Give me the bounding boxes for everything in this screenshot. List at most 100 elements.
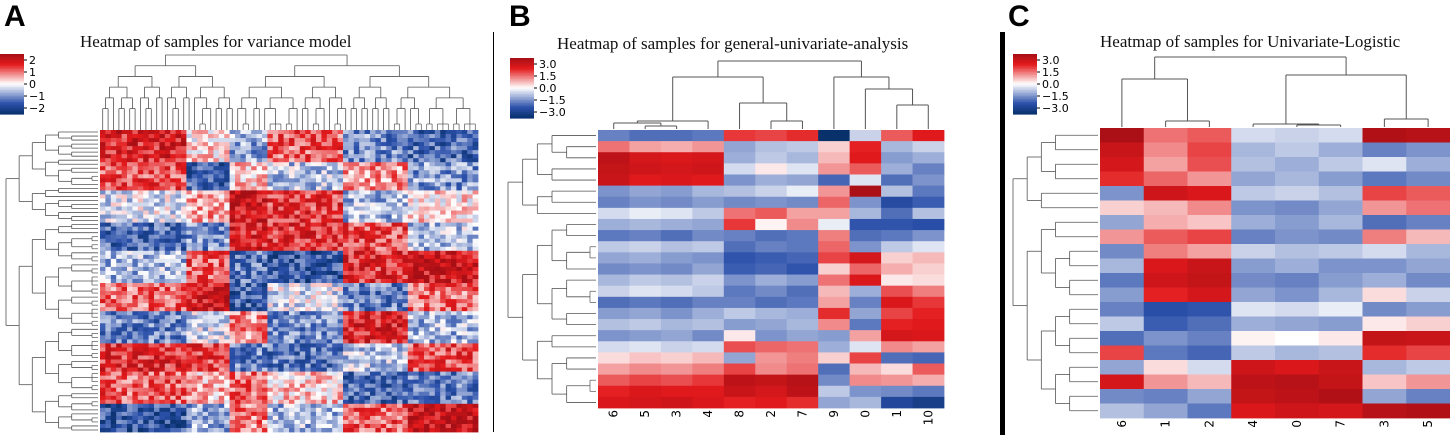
heatmap-cell <box>440 299 446 304</box>
heatmap-cell <box>267 242 274 248</box>
heatmap-cell <box>267 283 274 288</box>
heatmap-cell <box>127 339 133 344</box>
heatmap-cell <box>289 178 295 183</box>
heatmap-cell <box>429 355 436 360</box>
heatmap-cell <box>364 166 371 171</box>
heatmap-cell <box>116 198 122 203</box>
heatmap-cell <box>434 254 441 260</box>
heatmap-cell <box>434 198 441 203</box>
heatmap-cell <box>337 170 344 175</box>
heatmap-cell <box>451 262 457 268</box>
heatmap-cell <box>456 150 463 155</box>
heatmap-cell <box>256 170 263 175</box>
heatmap-cell <box>218 391 225 397</box>
heatmap-cell <box>148 387 155 393</box>
heatmap-cell <box>380 234 387 240</box>
heatmap-cell <box>370 134 376 139</box>
heatmap-cell <box>170 395 176 401</box>
heatmap-cell <box>143 331 149 336</box>
heatmap-cell <box>332 154 338 159</box>
heatmap-cell <box>364 359 371 364</box>
heatmap-cell <box>451 266 457 272</box>
heatmap-cell <box>397 258 403 264</box>
heatmap-cell <box>386 311 392 316</box>
heatmap-cell <box>343 270 349 276</box>
heatmap-cell <box>159 254 166 260</box>
heatmap-cell <box>267 238 274 244</box>
heatmap-cell <box>353 206 360 211</box>
heatmap-cell <box>100 214 106 219</box>
heatmap-cell <box>100 391 106 397</box>
heatmap-cell <box>461 266 468 272</box>
heatmap-cell <box>310 214 317 219</box>
heatmap-cell <box>137 283 144 288</box>
heatmap-cell <box>343 258 349 264</box>
heatmap-cell <box>364 383 371 389</box>
heatmap-cell <box>391 339 398 344</box>
heatmap-cell <box>256 266 263 272</box>
heatmap-cell <box>413 278 419 284</box>
heatmap-cell <box>413 146 419 151</box>
heatmap-cell <box>100 371 106 377</box>
heatmap-cell <box>380 258 387 264</box>
heatmap-cell <box>213 170 220 175</box>
heatmap-cell <box>456 190 463 195</box>
heatmap-cell <box>424 202 430 207</box>
heatmap-cell <box>154 315 160 320</box>
heatmap-cell <box>208 246 214 252</box>
heatmap-cell <box>224 307 230 312</box>
heatmap-cell <box>256 158 263 163</box>
heatmap-cell <box>289 355 295 360</box>
heatmap-cell <box>105 250 112 256</box>
heatmap-cell <box>283 335 290 340</box>
heatmap-cell <box>240 242 247 248</box>
heatmap-cell <box>386 323 392 328</box>
heatmap-cell <box>353 134 360 139</box>
heatmap-cell <box>429 363 436 368</box>
heatmap-cell <box>332 258 338 264</box>
heatmap-cell <box>127 170 133 175</box>
heatmap-cell <box>359 214 365 219</box>
heatmap-cell <box>424 307 430 312</box>
heatmap-cell <box>461 303 468 308</box>
heatmap-cell <box>262 355 268 360</box>
heatmap-cell <box>364 178 371 183</box>
heatmap-cell <box>445 307 452 312</box>
heatmap-cell <box>132 222 139 228</box>
heatmap-cell <box>251 174 257 179</box>
heatmap-cell <box>289 403 295 409</box>
heatmap-cell <box>267 299 274 304</box>
heatmap-cell <box>100 262 106 268</box>
heatmap-cell <box>402 210 409 215</box>
heatmap-cell <box>445 351 452 356</box>
heatmap-cell <box>191 134 198 139</box>
heatmap-cell <box>181 262 187 268</box>
heatmap-cell <box>424 242 430 248</box>
heatmap-cell <box>251 287 257 292</box>
heatmap-cell <box>316 367 322 372</box>
heatmap-cell <box>321 162 328 167</box>
heatmap-cell <box>316 319 322 324</box>
heatmap-cell <box>148 230 155 236</box>
heatmap-cell <box>413 154 419 159</box>
heatmap-cell <box>380 367 387 372</box>
heatmap-cell <box>353 295 360 300</box>
heatmap-cell <box>326 162 333 167</box>
heatmap-cell <box>461 270 468 276</box>
heatmap-cell <box>105 158 112 163</box>
heatmap-cell <box>256 254 263 260</box>
heatmap-cell <box>440 375 446 381</box>
heatmap-cell <box>164 367 171 372</box>
heatmap-cell <box>181 166 187 171</box>
heatmap-cell <box>380 355 387 360</box>
heatmap-cell <box>181 158 187 163</box>
heatmap-cell <box>391 383 398 389</box>
heatmap-cell <box>256 363 263 368</box>
heatmap-cell <box>186 270 193 276</box>
heatmap-cell <box>159 146 166 151</box>
heatmap-cell <box>148 254 155 260</box>
heatmap-cell <box>370 287 376 292</box>
heatmap-cell <box>229 226 236 232</box>
heatmap-cell <box>337 142 344 147</box>
heatmap-cell <box>359 331 365 336</box>
